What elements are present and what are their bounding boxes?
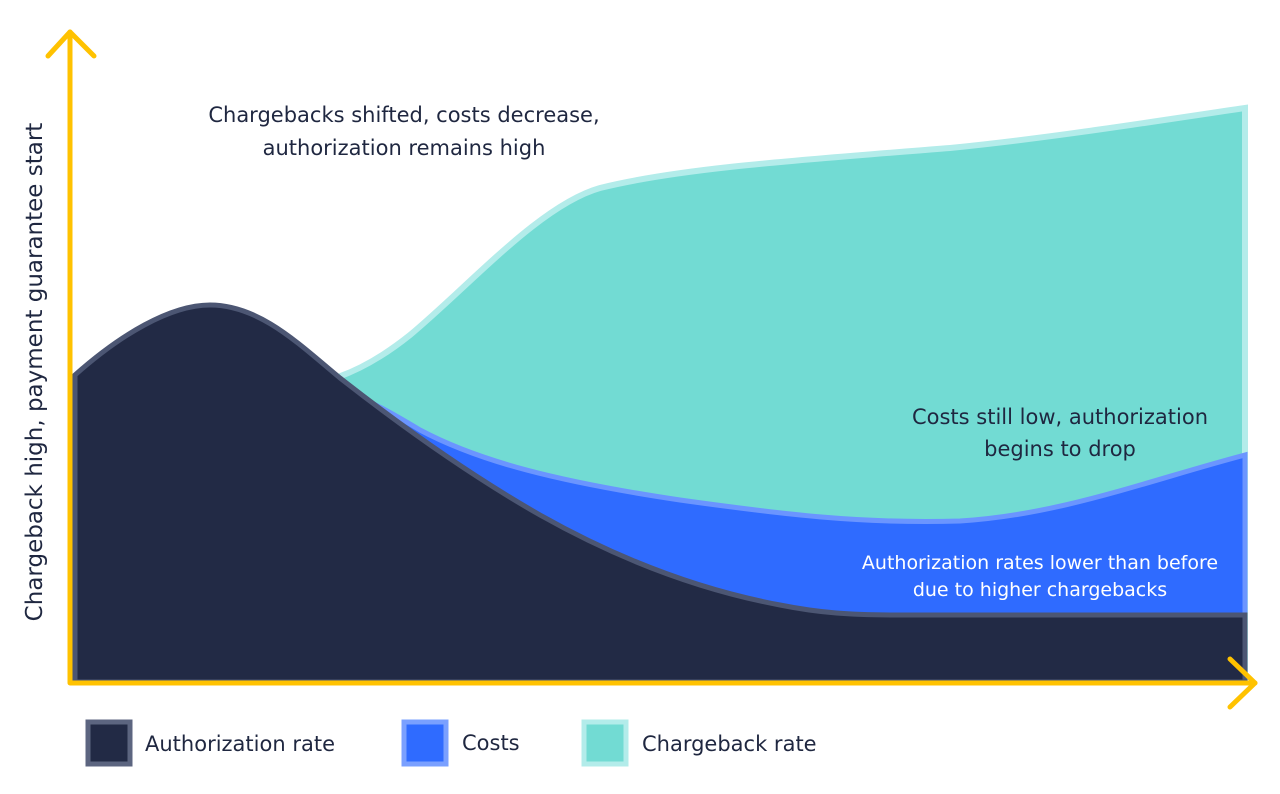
annotation: Costs still low, authorization [912, 405, 1208, 429]
legend-swatch [85, 719, 133, 767]
legend-label: Chargeback rate [642, 732, 817, 756]
axes [45, 29, 1258, 710]
legend-swatch [401, 719, 449, 767]
authorization-area [72, 302, 1248, 685]
legend-label: Costs [462, 731, 520, 755]
annotation: Authorization rates lower than before [862, 552, 1218, 574]
annotation: authorization remains high [263, 136, 546, 160]
legend-label: Authorization rate [145, 732, 335, 756]
legend-swatch [581, 719, 629, 767]
y-axis-label: Chargeback high, payment guarantee start [22, 123, 48, 622]
annotation: begins to drop [984, 437, 1136, 461]
annotation: due to higher chargebacks [913, 579, 1167, 601]
annotation: Chargebacks shifted, costs decrease, [208, 103, 599, 127]
